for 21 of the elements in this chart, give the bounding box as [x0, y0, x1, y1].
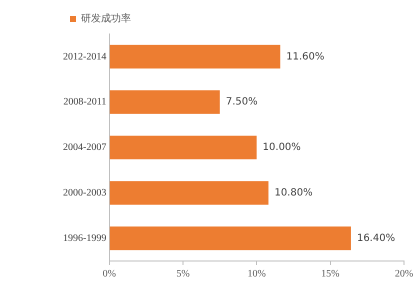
x-tick-label: 5%	[176, 268, 190, 280]
x-tick-label: 10%	[247, 268, 266, 280]
data-label: 10.80%	[274, 187, 313, 198]
bar	[110, 90, 220, 114]
bar	[110, 181, 268, 205]
y-tick-label: 2000-2003	[62, 188, 106, 199]
y-tick-label: 2008-2011	[63, 96, 106, 108]
bar	[110, 44, 280, 69]
x-tick-label: 15%	[321, 268, 340, 280]
data-label: 7.50%	[226, 96, 258, 108]
x-tick-label: 0%	[102, 268, 116, 280]
y-tick-label: 2004-2007	[62, 142, 106, 154]
bar	[110, 136, 257, 160]
legend-label: 研发成功率	[81, 12, 131, 25]
data-label: 10.00%	[262, 142, 301, 154]
data-label: 11.60%	[286, 51, 324, 62]
x-tick-label: 20%	[394, 268, 414, 280]
y-tick-label: 1996-1999	[62, 232, 106, 244]
data-label: 16.40%	[356, 232, 396, 244]
y-tick-label: 2012-2014	[62, 51, 106, 62]
bar	[110, 226, 351, 250]
